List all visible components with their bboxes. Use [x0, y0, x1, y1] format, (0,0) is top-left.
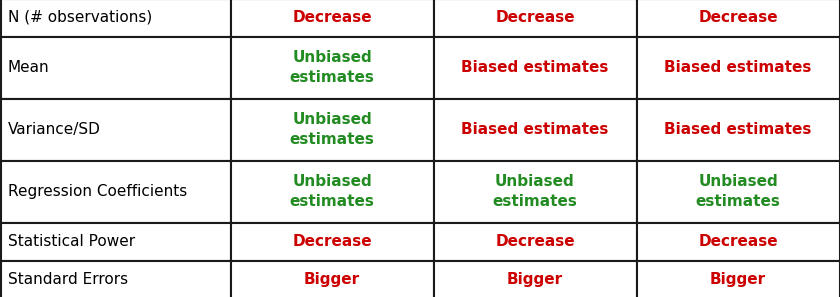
Text: Decrease: Decrease [292, 10, 372, 25]
Text: Variance/SD: Variance/SD [8, 122, 100, 137]
Text: Biased estimates: Biased estimates [664, 122, 811, 137]
Text: Regression Coefficients: Regression Coefficients [8, 184, 186, 199]
Bar [637, 222, 839, 260]
Bar [433, 260, 637, 297]
Bar [637, 99, 839, 160]
Text: Bigger: Bigger [507, 272, 563, 287]
Text: Statistical Power: Statistical Power [8, 234, 134, 249]
Text: Decrease: Decrease [698, 10, 778, 25]
Text: Unbiased
estimates: Unbiased estimates [492, 174, 577, 209]
Bar [637, 160, 839, 222]
Bar [230, 260, 433, 297]
Text: Decrease: Decrease [292, 234, 372, 249]
Text: Bigger: Bigger [710, 272, 766, 287]
Bar [230, 37, 433, 99]
Bar [637, 0, 839, 37]
Text: Decrease: Decrease [496, 234, 575, 249]
Bar [637, 260, 839, 297]
Bar [433, 99, 637, 160]
Bar [433, 37, 637, 99]
Bar [1, 0, 230, 37]
Bar [433, 0, 637, 37]
Bar [637, 37, 839, 99]
Text: Biased estimates: Biased estimates [461, 60, 609, 75]
Bar [1, 222, 230, 260]
Text: Unbiased
estimates: Unbiased estimates [290, 174, 375, 209]
Text: Unbiased
estimates: Unbiased estimates [696, 174, 780, 209]
Text: Decrease: Decrease [698, 234, 778, 249]
Text: Unbiased
estimates: Unbiased estimates [290, 50, 375, 85]
Bar [230, 0, 433, 37]
Text: Unbiased
estimates: Unbiased estimates [290, 112, 375, 147]
Bar [433, 222, 637, 260]
Text: Biased estimates: Biased estimates [461, 122, 609, 137]
Text: Mean: Mean [8, 60, 49, 75]
Text: Bigger: Bigger [304, 272, 360, 287]
Bar [230, 160, 433, 222]
Bar [433, 160, 637, 222]
Bar [1, 160, 230, 222]
Text: Decrease: Decrease [496, 10, 575, 25]
Text: N (# observations): N (# observations) [8, 10, 152, 25]
Bar [1, 99, 230, 160]
Bar [1, 260, 230, 297]
Bar [230, 99, 433, 160]
Text: Biased estimates: Biased estimates [664, 60, 811, 75]
Bar [230, 222, 433, 260]
Text: Standard Errors: Standard Errors [8, 272, 128, 287]
Bar [1, 37, 230, 99]
